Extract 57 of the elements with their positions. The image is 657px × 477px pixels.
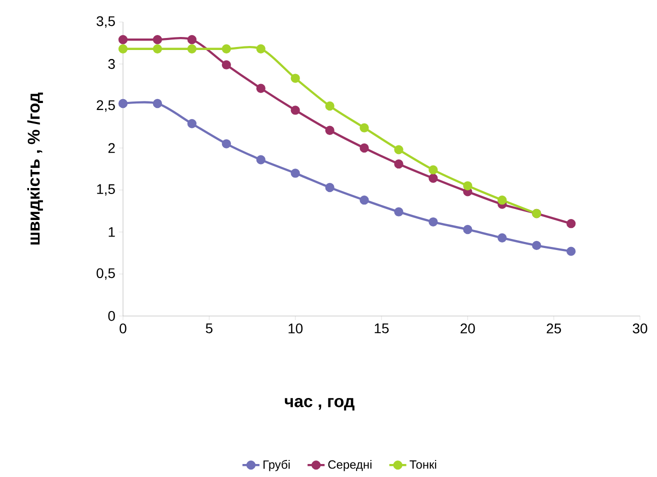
y-tick-label: 2 bbox=[108, 143, 115, 153]
point bbox=[256, 155, 266, 164]
x-tick-label: 5 bbox=[206, 324, 212, 334]
point bbox=[325, 182, 334, 192]
point bbox=[498, 196, 507, 205]
point bbox=[428, 174, 438, 183]
y-tick-label: 3,5 bbox=[96, 16, 115, 28]
x-tick-label: 10 bbox=[288, 324, 303, 334]
point bbox=[394, 145, 404, 154]
point bbox=[152, 98, 162, 108]
y-tick-label: 1,5 bbox=[97, 184, 115, 196]
point bbox=[463, 224, 472, 234]
point bbox=[290, 168, 300, 178]
point bbox=[222, 139, 231, 148]
point bbox=[428, 165, 438, 174]
x-tick-label: 20 bbox=[460, 324, 475, 334]
x-tick-label: 15 bbox=[374, 324, 389, 334]
point bbox=[394, 207, 404, 216]
point bbox=[566, 219, 576, 228]
point bbox=[360, 143, 369, 153]
point bbox=[566, 246, 576, 256]
x-tick-label: 25 bbox=[546, 324, 562, 334]
point bbox=[325, 126, 334, 135]
point bbox=[187, 35, 197, 44]
x-tick-label: 30 bbox=[632, 324, 648, 334]
y-tick-label: 2,5 bbox=[96, 100, 115, 112]
point bbox=[498, 233, 507, 242]
legend-label: Грубі bbox=[264, 460, 290, 472]
y-tick-label: 1 bbox=[108, 227, 115, 237]
point bbox=[256, 84, 266, 93]
point bbox=[532, 240, 542, 250]
y-axis-title: швидкість , % /год bbox=[27, 92, 43, 244]
y-tick-label: 0 bbox=[108, 311, 115, 321]
y-tick-label: 3 bbox=[108, 59, 115, 69]
y-tick-label: 0,5 bbox=[96, 268, 115, 280]
point bbox=[256, 44, 266, 54]
legend-label: Тонкі bbox=[410, 460, 436, 469]
point bbox=[360, 123, 369, 132]
point bbox=[463, 181, 472, 190]
point bbox=[360, 196, 369, 205]
x-tick-label: 0 bbox=[120, 324, 126, 334]
point bbox=[152, 44, 162, 54]
point bbox=[222, 44, 231, 54]
point bbox=[290, 74, 300, 83]
point bbox=[222, 60, 231, 70]
point bbox=[152, 35, 162, 44]
point bbox=[187, 119, 197, 128]
point bbox=[428, 217, 438, 226]
point bbox=[325, 101, 334, 111]
point bbox=[187, 44, 197, 54]
point bbox=[394, 159, 404, 169]
point bbox=[118, 44, 128, 54]
point bbox=[118, 98, 128, 108]
point bbox=[118, 35, 128, 44]
point bbox=[290, 106, 300, 115]
x-axis-title: час , год bbox=[284, 398, 354, 410]
legend-label: Середні bbox=[328, 460, 372, 472]
